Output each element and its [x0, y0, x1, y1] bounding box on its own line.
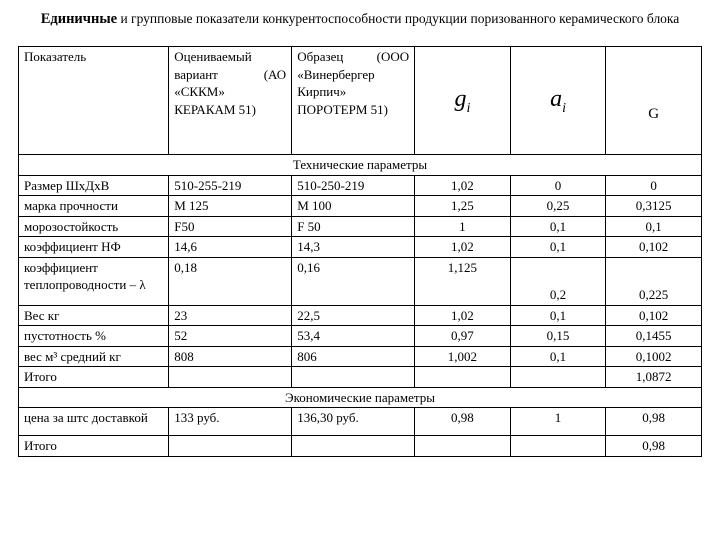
cell-gi: 1,02 [415, 237, 511, 258]
table-row: вес м³ средний кг8088061,0020,10,1002 [19, 346, 702, 367]
table-row: марка прочностиМ 125М 1001,250,250,3125 [19, 196, 702, 217]
cell-total-G: 1,0872 [606, 367, 702, 388]
cell-gi: 1,02 [415, 305, 511, 326]
cell-indicator: марка прочности [19, 196, 169, 217]
cell-gi: 1,002 [415, 346, 511, 367]
cell-variant: F50 [169, 216, 292, 237]
cell-indicator: Размер ШхДхВ [19, 175, 169, 196]
table-row: Вес кг2322,51,020,10,102 [19, 305, 702, 326]
cell-G: 0 [606, 175, 702, 196]
cell-G: 0,1455 [606, 326, 702, 347]
cell-sample: 0,16 [292, 257, 415, 305]
table-row: коэффициент НФ14,614,31,020,10,102 [19, 237, 702, 258]
cell-gi: 1,125 [415, 257, 511, 305]
cell-sample: 136,30 руб. [292, 408, 415, 436]
cell-gi: 1 [415, 216, 511, 237]
col-G: G [606, 47, 702, 155]
page-title: Единичные и групповые показатели конкуре… [18, 10, 702, 28]
cell-indicator: пустотность % [19, 326, 169, 347]
cell-total-G: 0,98 [606, 436, 702, 457]
cell-G: 0,98 [606, 408, 702, 436]
cell-sample: 22,5 [292, 305, 415, 326]
col-sample: Образец (ООО «Винербергер Кирпич» ПОРОТЕ… [292, 47, 415, 155]
cell-ai: 0,1 [510, 305, 606, 326]
table-row: Экономические параметры [19, 387, 702, 408]
cell [169, 367, 292, 388]
cell-sample: М 100 [292, 196, 415, 217]
cell [292, 367, 415, 388]
cell-G: 0,225 [606, 257, 702, 305]
col-gi: gi [415, 47, 511, 155]
table-row: пустотность %5253,40,970,150,1455 [19, 326, 702, 347]
cell-sample: 510-250-219 [292, 175, 415, 196]
cell [510, 367, 606, 388]
cell-indicator: морозостойкость [19, 216, 169, 237]
cell-indicator: цена за штс доставкой [19, 408, 169, 436]
cell-sample: 53,4 [292, 326, 415, 347]
cell-total-label: Итого [19, 367, 169, 388]
table-row: Итого 1,0872 [19, 367, 702, 388]
cell-variant: 52 [169, 326, 292, 347]
table-row: Технические параметры [19, 155, 702, 176]
cell-sample: 806 [292, 346, 415, 367]
table-row: Итого 0,98 [19, 436, 702, 457]
cell-gi: 0,97 [415, 326, 511, 347]
cell-ai: 0 [510, 175, 606, 196]
col-variant: Оцениваемый вариант (АО «СККМ» КЕРАКАМ 5… [169, 47, 292, 155]
cell-indicator: вес м³ средний кг [19, 346, 169, 367]
cell-sample: 14,3 [292, 237, 415, 258]
section-header: Технические параметры [19, 155, 702, 176]
cell-ai: 0,2 [510, 257, 606, 305]
cell-total-label: Итого [19, 436, 169, 457]
cell-variant: 14,6 [169, 237, 292, 258]
table-row: Размер ШхДхВ510-255-219510-250-2191,0200 [19, 175, 702, 196]
cell [510, 436, 606, 457]
table-row: цена за штс доставкой133 руб.136,30 руб.… [19, 408, 702, 436]
cell-sample: F 50 [292, 216, 415, 237]
cell-ai: 0,1 [510, 237, 606, 258]
cell-variant: 510-255-219 [169, 175, 292, 196]
cell-G: 0,1002 [606, 346, 702, 367]
cell-variant: 808 [169, 346, 292, 367]
cell-ai: 0,1 [510, 346, 606, 367]
cell-variant: 0,18 [169, 257, 292, 305]
cell-G: 0,102 [606, 305, 702, 326]
cell [169, 436, 292, 457]
cell-ai: 1 [510, 408, 606, 436]
title-rest: и групповые показатели конкурентоспособн… [117, 11, 679, 26]
cell-gi: 1,25 [415, 196, 511, 217]
table-header-row: Показатель Оцениваемый вариант (АО «СККМ… [19, 47, 702, 155]
cell-ai: 0,1 [510, 216, 606, 237]
cell-G: 0,1 [606, 216, 702, 237]
title-bold: Единичные [41, 11, 117, 27]
cell-indicator: коэффициент теплопроводности – λ [19, 257, 169, 305]
table-row: коэффициент теплопроводности – λ0,180,16… [19, 257, 702, 305]
cell-ai: 0,15 [510, 326, 606, 347]
section-header: Экономические параметры [19, 387, 702, 408]
competitiveness-table: Показатель Оцениваемый вариант (АО «СККМ… [18, 46, 702, 457]
col-indicator: Показатель [19, 47, 169, 155]
cell [292, 436, 415, 457]
cell-gi: 0,98 [415, 408, 511, 436]
cell-variant: 133 руб. [169, 408, 292, 436]
cell-G: 0,102 [606, 237, 702, 258]
cell-indicator: Вес кг [19, 305, 169, 326]
cell [415, 436, 511, 457]
cell [415, 367, 511, 388]
col-ai: ai [510, 47, 606, 155]
cell-indicator: коэффициент НФ [19, 237, 169, 258]
cell-G: 0,3125 [606, 196, 702, 217]
cell-ai: 0,25 [510, 196, 606, 217]
table-row: морозостойкостьF50F 5010,10,1 [19, 216, 702, 237]
cell-gi: 1,02 [415, 175, 511, 196]
cell-variant: 23 [169, 305, 292, 326]
cell-variant: М 125 [169, 196, 292, 217]
